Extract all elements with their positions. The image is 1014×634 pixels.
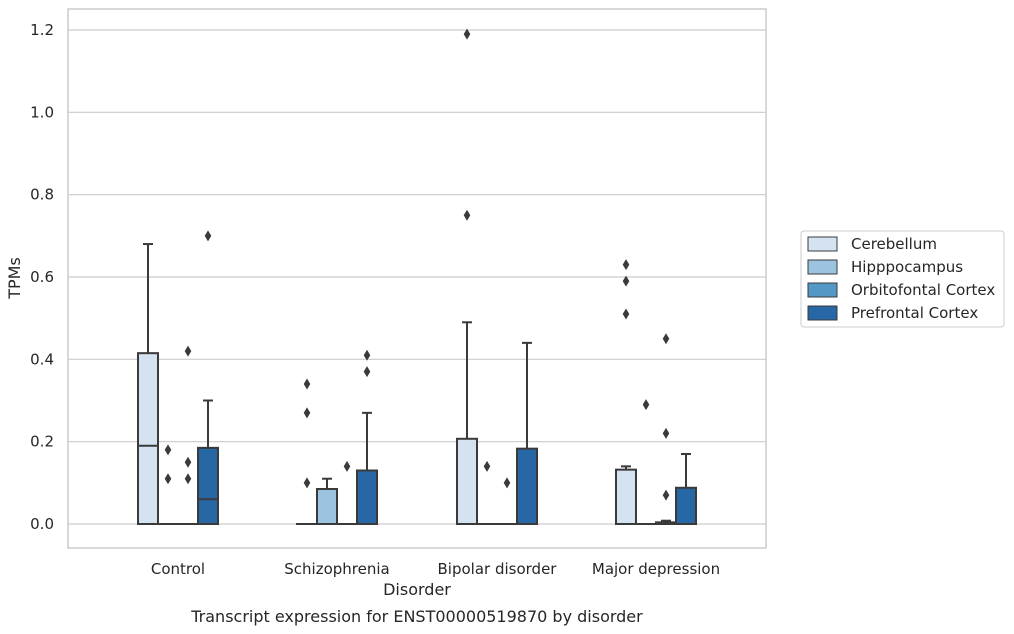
outlier-point <box>463 28 471 40</box>
y-tick-label: 1.2 <box>30 21 54 39</box>
y-tick-label: 0.0 <box>30 515 54 533</box>
x-tick-labels: Control Schizophrenia Bipolar disorder Majo… <box>151 560 720 578</box>
outlier-point <box>622 259 630 271</box>
legend-label: Prefrontal Cortex <box>851 304 978 322</box>
legend-swatch <box>807 282 838 298</box>
legend-label: Cerebellum <box>851 235 937 253</box>
box-plot <box>456 28 478 525</box>
outlier-point <box>343 460 351 472</box>
box-plot <box>675 453 697 526</box>
box-plot <box>516 341 538 526</box>
box-plot <box>177 345 199 526</box>
outlier-point <box>303 378 311 390</box>
y-tick-label: 0.6 <box>30 268 54 286</box>
x-tick-label: Bipolar disorder <box>438 560 558 578</box>
outlier-point <box>483 460 491 472</box>
box <box>675 486 697 526</box>
outlier-point <box>184 345 192 357</box>
outlier-point <box>463 209 471 221</box>
outlier-point <box>303 477 311 489</box>
legend-frame <box>800 230 1005 328</box>
box-plot <box>476 460 498 526</box>
outlier-point <box>662 489 670 501</box>
legend: Cerebellum Hipppocampus Orbitofontal Corte… <box>800 230 1005 328</box>
grid-lines <box>68 29 766 525</box>
box <box>197 446 219 526</box>
box-plot <box>316 477 338 525</box>
outlier-point <box>184 473 192 485</box>
plot-background <box>68 9 766 548</box>
outlier-point <box>303 407 311 419</box>
outlier-point <box>622 308 630 320</box>
outlier-point <box>642 399 650 411</box>
outlier-point <box>662 427 670 439</box>
outlier-point <box>184 456 192 468</box>
y-tick-label: 0.4 <box>30 350 54 368</box>
box <box>615 468 637 526</box>
y-tick-label: 0.8 <box>30 186 54 204</box>
legend-swatch <box>807 236 838 252</box>
outlier-point <box>363 349 371 361</box>
y-axis-label: TPMs <box>5 257 24 300</box>
x-tick-label: Schizophrenia <box>284 560 389 578</box>
box <box>456 437 478 525</box>
outlier-point <box>622 275 630 287</box>
legend-label: Orbitofontal Cortex <box>851 281 995 299</box>
box-plot <box>615 259 637 526</box>
x-tick-label: Control <box>151 560 205 578</box>
outlier-point <box>662 333 670 345</box>
box-plots <box>137 28 697 526</box>
plot-frame <box>67 8 767 549</box>
legend-swatch <box>807 305 838 321</box>
box-plot <box>137 243 159 525</box>
box-plot <box>197 230 219 526</box>
y-tick-label: 0.2 <box>30 433 54 451</box>
box <box>137 352 159 525</box>
x-tick-label: Major depression <box>592 560 720 578</box>
outlier-point <box>164 444 172 456</box>
legend-swatch <box>807 259 838 275</box>
outlier-point <box>503 477 511 489</box>
box <box>356 469 378 526</box>
figure-caption: Transcript expression for ENST0000051987… <box>190 607 643 626</box>
legend-items: Cerebellum Hipppocampus Orbitofontal Corte… <box>807 235 995 322</box>
y-tick-label: 1.0 <box>30 103 54 121</box>
outlier-point <box>363 366 371 378</box>
outlier-point <box>204 230 212 242</box>
outlier-point <box>164 473 172 485</box>
legend-label: Hipppocampus <box>851 258 963 276</box>
box-plot <box>356 349 378 526</box>
x-axis-label: Disorder <box>383 580 451 599</box>
box <box>316 488 338 525</box>
y-tick-labels: 0.0 0.2 0.4 0.6 0.8 1.0 1.2 <box>30 21 54 533</box>
box-plot <box>655 333 677 525</box>
box <box>516 447 538 526</box>
